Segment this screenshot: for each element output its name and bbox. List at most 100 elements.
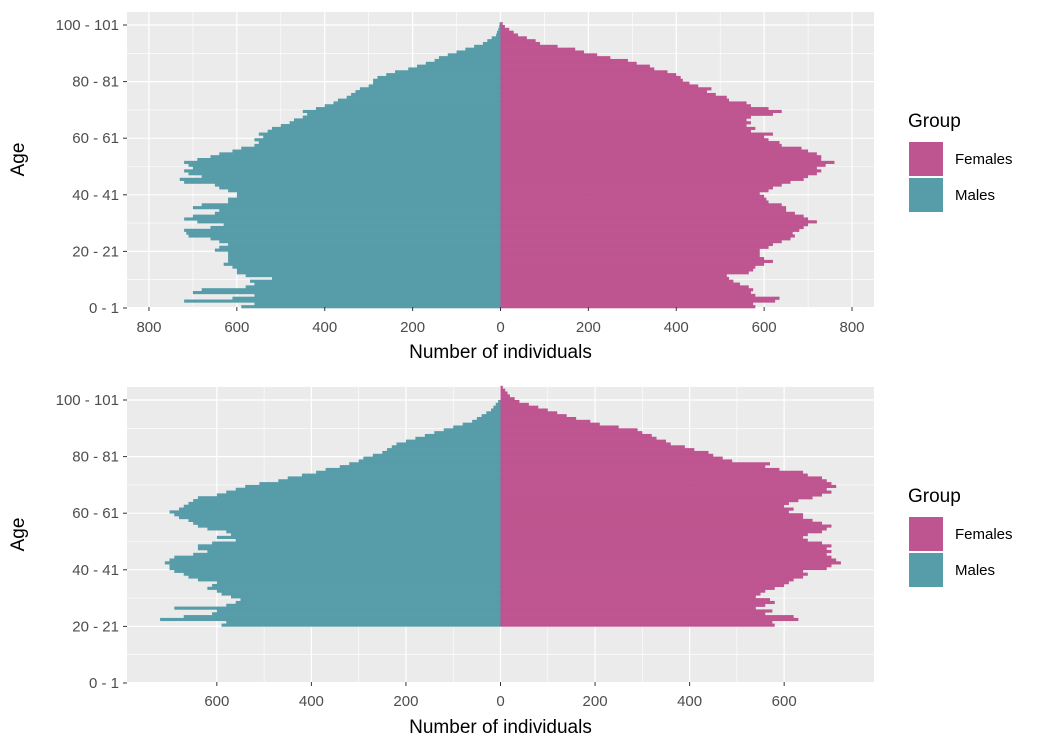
bar-females	[500, 592, 761, 596]
bar-females	[500, 194, 765, 198]
bar-males	[391, 445, 501, 449]
bar-males	[496, 33, 501, 37]
bar-males	[184, 228, 501, 232]
bar-females	[500, 152, 817, 156]
bar-females	[500, 425, 619, 429]
bar-females	[500, 58, 628, 63]
x-tick-label: 0	[496, 319, 504, 336]
bar-females	[500, 61, 637, 65]
bar-females	[500, 78, 683, 82]
y-tick-label: 60 - 61	[72, 505, 119, 522]
y-tick-label: 80 - 81	[72, 74, 119, 91]
bar-females	[500, 163, 826, 167]
bar-males	[169, 564, 501, 568]
bar-females	[500, 155, 822, 159]
bar-females	[500, 138, 769, 142]
bar-males	[245, 484, 501, 489]
bar-males	[219, 240, 501, 244]
bar-females	[500, 504, 785, 508]
bar-males	[382, 450, 501, 455]
bar-females	[500, 158, 822, 162]
bar-males	[179, 177, 501, 181]
bar-males	[219, 186, 501, 190]
y-tick-label: 60 - 61	[72, 130, 119, 147]
bar-females	[500, 135, 765, 139]
bar-males	[263, 135, 501, 139]
bar-females	[500, 527, 827, 531]
bar-females	[500, 189, 769, 193]
bar-males	[184, 299, 501, 303]
bar-males	[339, 465, 501, 469]
legend-key-males	[907, 176, 945, 214]
y-tick-label: 40 - 41	[72, 562, 119, 579]
bar-females	[500, 533, 808, 537]
bar-females	[500, 118, 747, 122]
bar-males	[188, 172, 501, 176]
bar-males	[214, 183, 501, 187]
bar-females	[500, 482, 832, 486]
bar-males	[254, 293, 501, 297]
bar-females	[500, 518, 813, 522]
bar-males	[358, 459, 501, 463]
bar-males	[228, 251, 501, 255]
bar-males	[498, 27, 501, 31]
bar-females	[500, 254, 760, 258]
bar-females	[500, 50, 584, 54]
bar-females	[500, 589, 766, 593]
bar-males	[396, 442, 501, 446]
bar-females	[500, 132, 773, 136]
bar-males	[240, 598, 501, 602]
bar-females	[500, 541, 822, 545]
bar-females	[500, 513, 804, 517]
bar-females	[500, 217, 809, 221]
bar-males	[424, 433, 501, 438]
bar-females	[500, 223, 809, 227]
bar-males	[179, 516, 501, 520]
bar-males	[236, 268, 501, 272]
y-tick-label: 80 - 81	[72, 449, 119, 466]
bar-females	[500, 445, 685, 449]
bar-males	[197, 524, 501, 528]
bar-males	[207, 549, 501, 554]
bar-males	[351, 92, 501, 97]
bar-males	[184, 169, 501, 173]
bar-females	[500, 47, 576, 51]
x-tick-label: 600	[752, 319, 777, 336]
bar-males	[465, 47, 501, 51]
bar-males	[210, 237, 501, 241]
bar-males	[192, 214, 501, 218]
bar-males	[405, 439, 501, 443]
bar-females	[500, 242, 773, 247]
bar-males	[363, 456, 501, 460]
bar-males	[245, 285, 501, 289]
x-axis-title: Number of individuals	[409, 342, 592, 363]
bar-females	[500, 146, 802, 150]
bar-females	[500, 81, 690, 85]
bar-males	[267, 129, 501, 133]
x-tick-label: 400	[312, 319, 337, 336]
legend-key-females	[907, 140, 945, 178]
bar-females	[500, 262, 765, 266]
bar-males	[231, 595, 501, 599]
bar-males	[245, 274, 501, 278]
y-tick-label: 0 - 1	[89, 675, 119, 692]
y-tick-label: 20 - 21	[72, 243, 119, 260]
bar-females	[500, 288, 754, 292]
bar-females	[500, 115, 751, 119]
bar-males	[499, 25, 501, 29]
bar-females	[500, 305, 756, 309]
bar-females	[500, 172, 817, 176]
bar-males	[235, 600, 501, 605]
bar-males	[226, 490, 501, 494]
bar-females	[500, 552, 827, 556]
bar-females	[500, 615, 794, 619]
bar-females	[500, 240, 782, 244]
bar-females	[500, 462, 770, 466]
bar-females	[500, 467, 780, 472]
bar-males	[254, 138, 501, 142]
bar-males	[272, 126, 501, 131]
bar-males	[302, 115, 501, 119]
bar-females	[500, 274, 727, 278]
bar-females	[500, 257, 765, 261]
bar-females	[500, 397, 515, 401]
